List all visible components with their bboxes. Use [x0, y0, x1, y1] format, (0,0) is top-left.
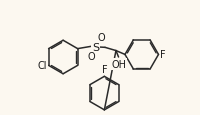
Text: F: F — [159, 50, 165, 60]
Text: S: S — [91, 42, 98, 52]
Text: F: F — [101, 64, 107, 74]
Text: OH: OH — [110, 59, 125, 69]
Text: Cl: Cl — [37, 61, 47, 71]
Text: O: O — [87, 52, 95, 62]
Text: O: O — [97, 33, 104, 43]
